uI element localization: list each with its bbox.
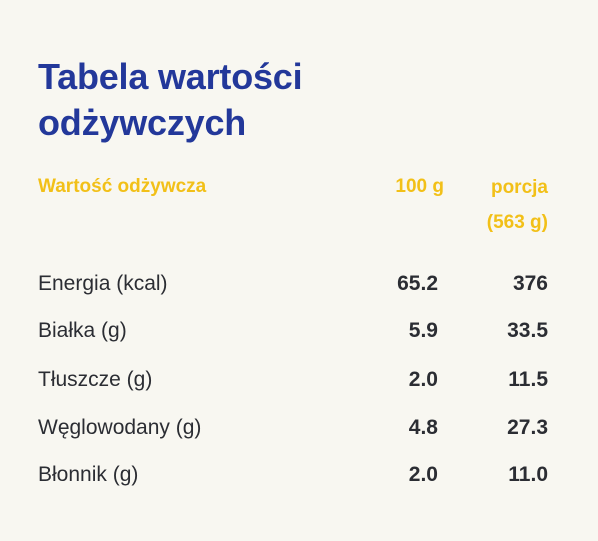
row-value-portion: 376 bbox=[512, 272, 548, 295]
row-nutrient: Tłuszcze (g) bbox=[38, 368, 153, 391]
table-row: Tłuszcze (g) 2.0 11.5 bbox=[38, 368, 556, 398]
row-value-100g: 2.0 bbox=[408, 463, 438, 486]
row-value-portion: 11.5 bbox=[508, 368, 548, 391]
header-portion: porcja (563 g) bbox=[487, 170, 548, 240]
row-nutrient: Błonnik (g) bbox=[38, 463, 139, 486]
title-line-1: Tabela wartości bbox=[38, 56, 303, 97]
table-row: Błonnik (g) 2.0 11.0 bbox=[38, 463, 556, 493]
row-value-portion: 27.3 bbox=[507, 416, 548, 439]
row-value-100g: 65.2 bbox=[397, 272, 438, 295]
row-nutrient: Węglowodany (g) bbox=[38, 416, 202, 439]
title-line-2: odżywczych bbox=[38, 102, 247, 143]
row-value-portion: 11.0 bbox=[508, 463, 548, 486]
header-nutrient: Wartość odżywcza bbox=[38, 176, 207, 197]
header-portion-size: (563 g) bbox=[486, 212, 548, 233]
row-value-100g: 5.9 bbox=[408, 319, 438, 342]
table-row: Energia (kcal) 65.2 376 bbox=[38, 272, 556, 302]
header-100g: 100 g bbox=[395, 176, 444, 197]
row-value-100g: 4.8 bbox=[408, 416, 438, 439]
row-value-100g: 2.0 bbox=[408, 368, 438, 391]
table-row: Białka (g) 5.9 33.5 bbox=[38, 319, 556, 349]
row-value-portion: 33.5 bbox=[507, 319, 548, 342]
table-row: Węglowodany (g) 4.8 27.3 bbox=[38, 416, 556, 446]
row-nutrient: Białka (g) bbox=[38, 319, 127, 342]
row-nutrient: Energia (kcal) bbox=[38, 272, 168, 295]
header-portion-label: porcja bbox=[490, 177, 548, 198]
page-title: Tabela wartości odżywczych bbox=[38, 54, 538, 146]
